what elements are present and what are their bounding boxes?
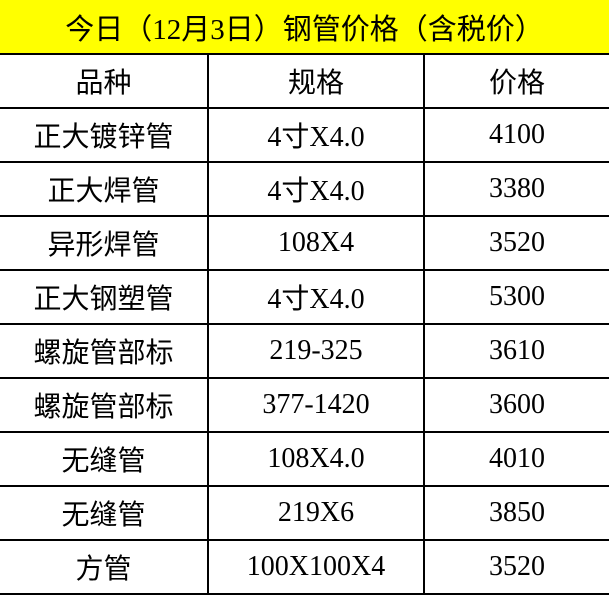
cell-spec: 4寸X4.0 xyxy=(207,107,425,163)
table-row: 螺旋管部标 219-325 3610 xyxy=(0,323,609,379)
cell-variety: 螺旋管部标 xyxy=(0,377,209,433)
cell-variety: 无缝管 xyxy=(0,431,209,487)
cell-price: 4010 xyxy=(423,431,609,487)
table-row: 方管 100X100X4 3520 xyxy=(0,539,609,595)
cell-price: 3380 xyxy=(423,161,609,217)
cell-price: 4100 xyxy=(423,107,609,163)
cell-variety: 正大焊管 xyxy=(0,161,209,217)
cell-price: 3610 xyxy=(423,323,609,379)
cell-spec: 4寸X4.0 xyxy=(207,269,425,325)
header-row: 品种 规格 价格 xyxy=(0,55,609,109)
table-row: 无缝管 108X4.0 4010 xyxy=(0,431,609,487)
cell-variety: 异形焊管 xyxy=(0,215,209,271)
cell-variety: 正大镀锌管 xyxy=(0,107,209,163)
cell-price: 3600 xyxy=(423,377,609,433)
table-row: 无缝管 219X6 3850 xyxy=(0,485,609,541)
column-header-variety: 品种 xyxy=(0,55,209,109)
price-table: 品种 规格 价格 正大镀锌管 4寸X4.0 4100 正大焊管 4寸X4.0 3380 异形… xyxy=(0,55,609,595)
cell-variety: 方管 xyxy=(0,539,209,595)
table-row: 正大钢塑管 4寸X4.0 5300 xyxy=(0,269,609,325)
cell-variety: 正大钢塑管 xyxy=(0,269,209,325)
table-row: 螺旋管部标 377-1420 3600 xyxy=(0,377,609,433)
cell-spec: 108X4.0 xyxy=(207,431,425,487)
cell-spec: 108X4 xyxy=(207,215,425,271)
cell-spec: 219X6 xyxy=(207,485,425,541)
cell-price: 3520 xyxy=(423,215,609,271)
cell-spec: 4寸X4.0 xyxy=(207,161,425,217)
table-row: 异形焊管 108X4 3520 xyxy=(0,215,609,271)
cell-variety: 无缝管 xyxy=(0,485,209,541)
table-row: 正大焊管 4寸X4.0 3380 xyxy=(0,161,609,217)
column-header-spec: 规格 xyxy=(207,55,425,109)
cell-variety: 螺旋管部标 xyxy=(0,323,209,379)
cell-price: 5300 xyxy=(423,269,609,325)
cell-price: 3520 xyxy=(423,539,609,595)
cell-spec: 219-325 xyxy=(207,323,425,379)
table-title: 今日（12月3日）钢管价格（含税价） xyxy=(0,0,609,55)
cell-price: 3850 xyxy=(423,485,609,541)
cell-spec: 377-1420 xyxy=(207,377,425,433)
cell-spec: 100X100X4 xyxy=(207,539,425,595)
column-header-price: 价格 xyxy=(423,55,609,109)
table-row: 正大镀锌管 4寸X4.0 4100 xyxy=(0,107,609,163)
